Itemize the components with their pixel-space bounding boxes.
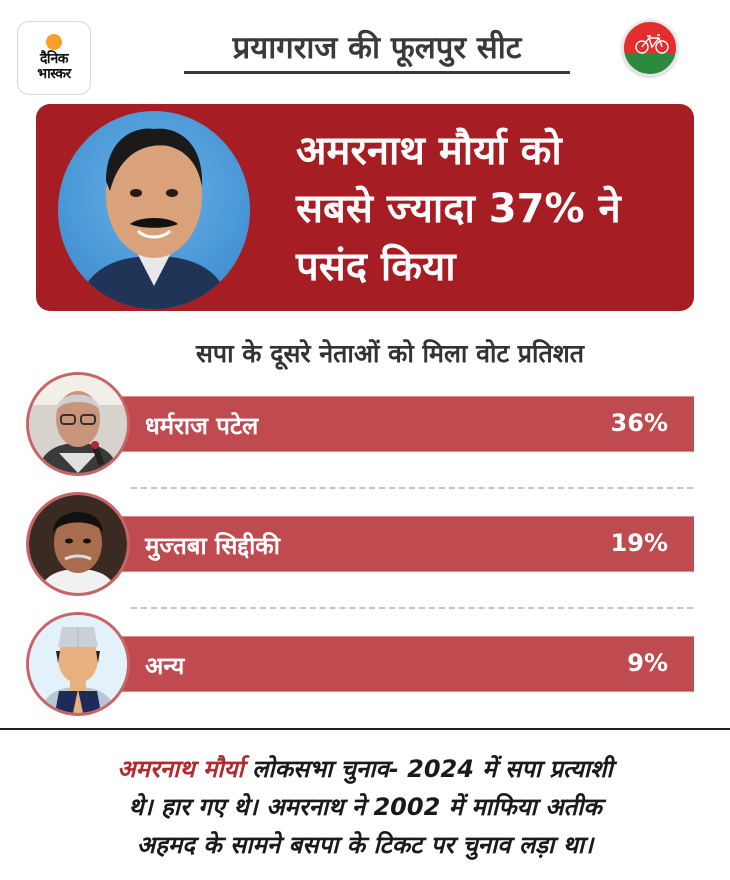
vote-percent: 9% — [627, 649, 668, 677]
candidate-name: अन्य — [145, 652, 185, 680]
page-title: प्रयागराज की फूलपुर सीट — [184, 28, 570, 74]
footer-line-1-rest: लोकसभा चुनाव- 2024 में सपा प्रत्याशी — [243, 755, 613, 783]
vote-bar: धर्मराज पटेल 36% — [110, 396, 694, 452]
hero-line-2: सबसे ज्यादा 37% ने — [296, 186, 621, 232]
vote-percent: 19% — [610, 529, 668, 557]
hero-banner: अमरनाथ मौर्या को सबसे ज्यादा 37% ने पसंद… — [36, 104, 694, 311]
bar-row-dharmraj-patel: धर्मराज पटेल 36% — [0, 370, 730, 476]
vote-bar: मुज्तबा सिद्दीकी 19% — [110, 516, 694, 572]
bicycle-icon — [635, 34, 669, 54]
vote-bar: अन्य 9% — [110, 636, 694, 692]
footer-note: अमरनाथ मौर्या लोकसभा चुनाव- 2024 में सपा… — [40, 750, 690, 864]
samajwadi-party-logo — [622, 20, 678, 76]
footer-line-1: अमरनाथ मौर्या लोकसभा चुनाव- 2024 में सपा… — [40, 750, 690, 788]
mujtaba-siddiqui-avatar — [26, 492, 130, 596]
bar-row-others: अन्य 9% — [0, 610, 730, 716]
hero-headline: अमरनाथ मौर्या को सबसे ज्यादा 37% ने पसंद… — [296, 122, 686, 296]
candidate-name: धर्मराज पटेल — [145, 412, 259, 440]
logo-text-line1: दैनिक — [39, 51, 69, 67]
logo-text-line2: भास्कर — [37, 66, 71, 82]
generic-leader-avatar — [26, 612, 130, 716]
chart-subheading: सपा के दूसरे नेताओं को मिला वोट प्रतिशत — [196, 339, 584, 368]
footer-line-3: अहमद के सामने बसपा के टिकट पर चुनाव लड़ा… — [136, 831, 594, 859]
hero-line-1: अमरनाथ मौर्या को — [296, 128, 562, 174]
sun-icon — [46, 34, 62, 50]
footer-divider — [0, 728, 730, 730]
vote-percent: 36% — [610, 409, 668, 437]
bar-row-mujtaba-siddiqui: मुज्तबा सिद्दीकी 19% — [0, 490, 730, 596]
hero-line-3: पसंद किया — [296, 244, 456, 290]
dharmraj-patel-avatar — [26, 372, 130, 476]
dashed-divider — [131, 607, 693, 609]
dainik-bhaskar-logo: दैनिक भास्कर — [17, 21, 91, 95]
dashed-divider — [131, 487, 693, 489]
footer-highlight: अमरनाथ मौर्या — [117, 755, 244, 783]
candidate-name: मुज्तबा सिद्दीकी — [145, 532, 280, 560]
footer-line-2: थे। हार गए थे। अमरनाथ ने 2002 में माफिया… — [128, 793, 602, 821]
amarnath-maurya-photo — [58, 111, 250, 309]
